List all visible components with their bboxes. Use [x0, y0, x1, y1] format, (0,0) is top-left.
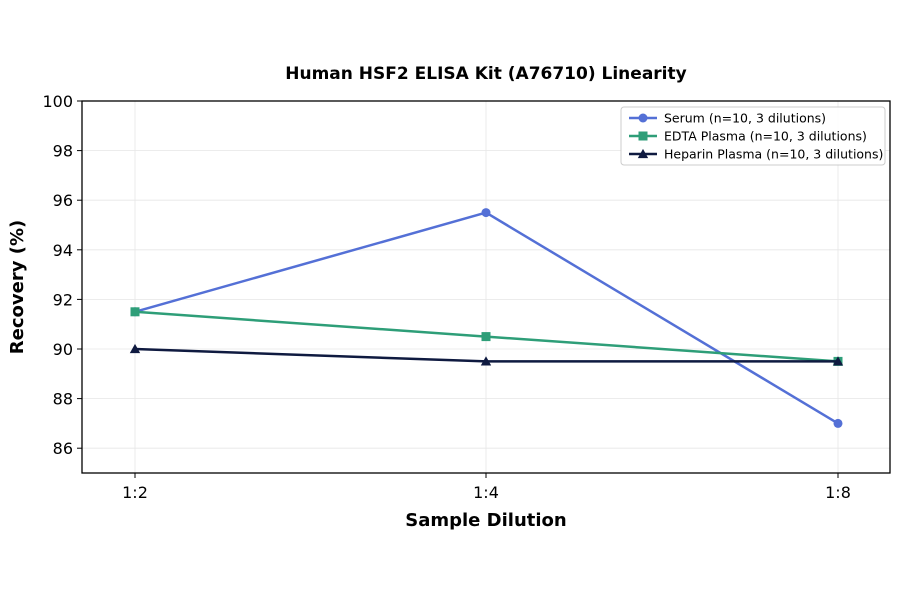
x-axis-label: Sample Dilution: [405, 510, 566, 531]
legend: Serum (n=10, 3 dilutions) EDTA Plasma (n=…: [620, 106, 886, 166]
data-point: [481, 332, 491, 342]
legend-label: EDTA Plasma (n=10, 3 dilutions): [664, 129, 867, 144]
y-tick-label: 100: [42, 92, 73, 111]
x-tick-label: 1:4: [473, 483, 499, 502]
data-point: [130, 307, 140, 317]
legend-marker: [638, 131, 648, 141]
y-tick-label: 96: [53, 191, 73, 210]
y-tick-label: 98: [53, 142, 73, 161]
data-point: [832, 356, 844, 366]
legend-item: Serum (n=10, 3 dilutions): [629, 111, 826, 126]
legend-label: Serum (n=10, 3 dilutions): [664, 111, 826, 126]
data-point: [833, 418, 843, 428]
series-square: [130, 307, 843, 366]
x-tick-label: 1:2: [122, 483, 148, 502]
y-tick-label: 94: [53, 241, 73, 260]
legend-box: [620, 106, 886, 166]
legend-item: EDTA Plasma (n=10, 3 dilutions): [629, 129, 867, 144]
y-axis-label: Recovery (%): [7, 220, 28, 354]
series-triangle: [129, 343, 844, 366]
series-layer: [129, 208, 844, 428]
legend-marker: [638, 113, 648, 123]
legend-item: Heparin Plasma (n=10, 3 dilutions): [629, 147, 883, 162]
x-axis: 1:2 1:4 1:8: [122, 473, 851, 502]
legend-marker: [637, 148, 649, 159]
y-tick-label: 92: [53, 290, 73, 309]
x-tick-label: 1:8: [825, 483, 851, 502]
y-tick-label: 90: [53, 340, 73, 359]
data-point: [480, 356, 492, 366]
y-axis: 86 88 90 92 94 96 98 100: [42, 92, 82, 458]
legend-label: Heparin Plasma (n=10, 3 dilutions): [664, 147, 883, 162]
y-tick-label: 86: [53, 439, 73, 458]
y-tick-label: 88: [53, 390, 73, 409]
data-point: [481, 208, 491, 218]
chart-title: Human HSF2 ELISA Kit (A76710) Linearity: [285, 64, 686, 84]
data-point: [129, 343, 141, 354]
